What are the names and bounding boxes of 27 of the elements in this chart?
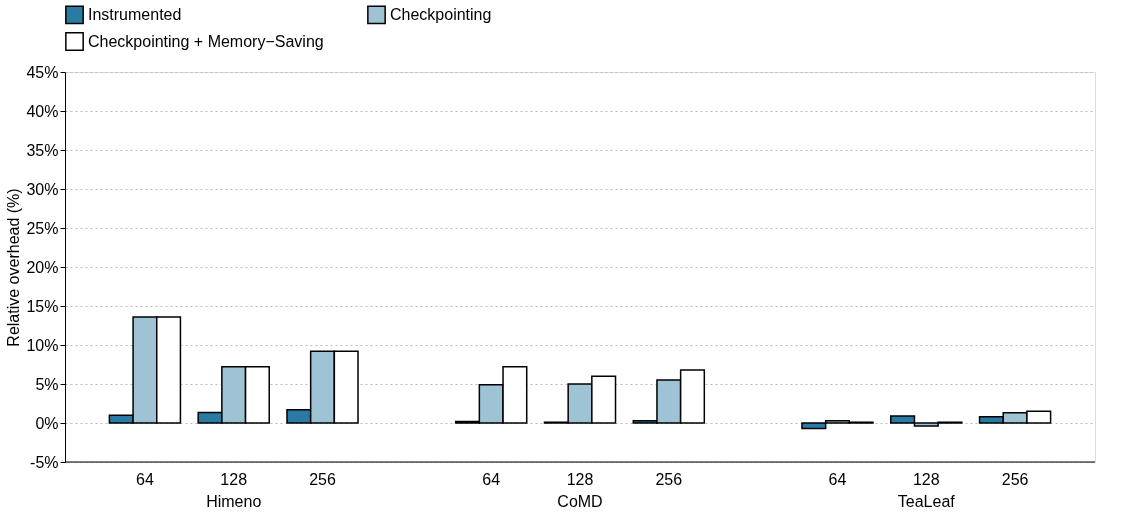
legend-label: Checkpointing + Memory−Saving — [88, 32, 324, 50]
y-tick-label: 10% — [26, 336, 59, 354]
y-tick-label: 30% — [26, 180, 59, 198]
legend-label: Checkpointing — [390, 5, 492, 23]
y-tick-label: 25% — [26, 219, 59, 237]
y-tick-label: 15% — [26, 297, 59, 315]
x-tick-label: 64 — [828, 471, 847, 488]
x-tick-label: 128 — [220, 471, 248, 488]
text: Himeno — [206, 493, 262, 510]
legend-label: Instrumented — [88, 5, 182, 23]
y-tick-label: 45% — [26, 63, 59, 81]
x-tick-label: 64 — [482, 471, 501, 488]
x-tick-label: 128 — [912, 471, 940, 488]
text: CoMD — [557, 493, 603, 510]
x-tick-label: 256 — [655, 471, 683, 488]
y-tick-label: 40% — [26, 102, 59, 120]
x-tick-label: 256 — [309, 471, 336, 488]
x-tick-label: 64 — [136, 471, 154, 488]
y-axis-title: Relative overhead (%) — [5, 188, 23, 347]
y-tick-label: -5% — [30, 453, 59, 471]
y-tick-label: 35% — [26, 141, 59, 159]
y-tick-label: 20% — [26, 258, 59, 276]
x-tick-label: 256 — [1001, 471, 1029, 488]
y-tick-label: 0% — [35, 414, 59, 432]
x-tick-label: 128 — [566, 471, 594, 488]
y-tick-label: 5% — [35, 375, 59, 393]
text: TeaLeaf — [897, 493, 956, 510]
